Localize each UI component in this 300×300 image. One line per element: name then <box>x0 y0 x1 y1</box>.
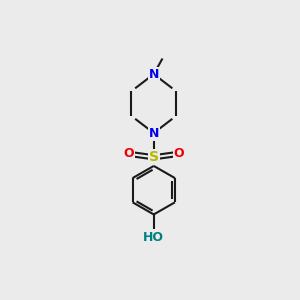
Text: O: O <box>174 147 184 160</box>
Text: S: S <box>149 150 159 164</box>
Text: HO: HO <box>143 231 164 244</box>
Text: N: N <box>148 127 159 140</box>
Text: N: N <box>148 68 159 81</box>
Text: O: O <box>123 147 134 160</box>
